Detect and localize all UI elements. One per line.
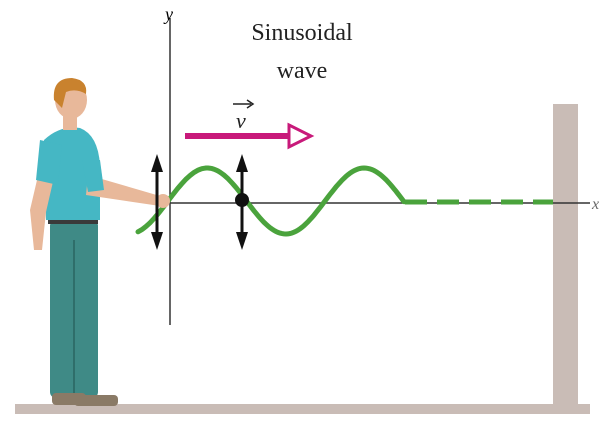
x-axis-label: x bbox=[591, 196, 599, 213]
y-axis-label: y bbox=[163, 4, 173, 24]
floor bbox=[15, 404, 590, 414]
vector-arrow bbox=[246, 99, 255, 109]
sine-wave bbox=[135, 165, 407, 237]
string-point bbox=[235, 193, 249, 207]
title-line: wave bbox=[277, 58, 328, 84]
motion-arrow bbox=[151, 154, 163, 172]
wall bbox=[553, 104, 578, 410]
hair bbox=[53, 78, 87, 108]
sleeve bbox=[82, 160, 104, 192]
person bbox=[30, 78, 170, 406]
arm bbox=[86, 175, 160, 206]
hand bbox=[156, 194, 170, 208]
shoe bbox=[74, 395, 118, 406]
motion-arrow bbox=[236, 232, 248, 250]
velocity-arrow-head bbox=[287, 122, 315, 150]
left-sleeve bbox=[36, 140, 62, 185]
motion-arrow bbox=[151, 232, 163, 250]
velocity-label: v bbox=[236, 108, 246, 133]
title-line: Sinusoidal bbox=[251, 20, 353, 46]
motion-arrow bbox=[236, 154, 248, 172]
